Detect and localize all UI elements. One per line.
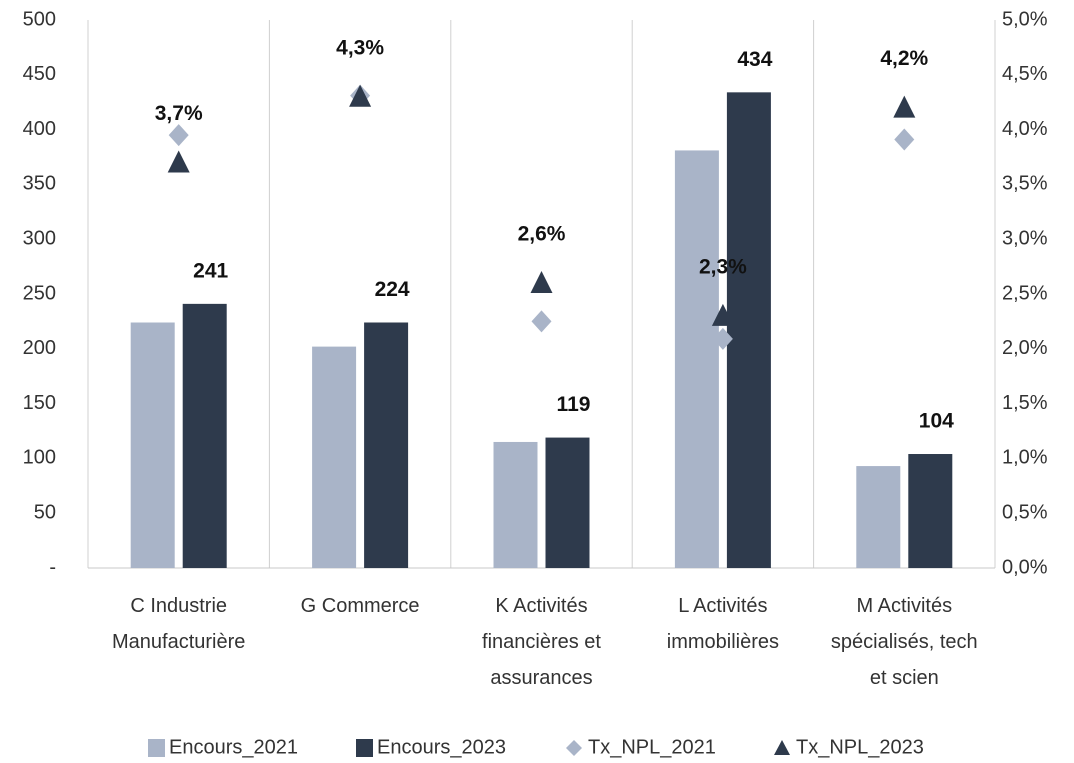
y-tick-label: 400 [23, 118, 56, 140]
x-tick-line: M Activités [857, 595, 953, 617]
bar [493, 441, 538, 568]
value-label: 4,3% [336, 36, 384, 59]
legend-label: Tx_NPL_2023 [796, 736, 924, 758]
y-tick-label: 350 [23, 173, 56, 195]
y-tick-label: 300 [23, 227, 56, 249]
x-tick-line: C Industrie [130, 595, 227, 617]
y-tick-label: 150 [23, 392, 56, 414]
x-tick-line: financières et [482, 631, 601, 653]
bar [726, 92, 771, 568]
value-label: 119 [557, 393, 591, 416]
bar [312, 346, 357, 568]
y-tick-label: 250 [23, 282, 56, 304]
y2-tick-label: 3,0% [1002, 227, 1048, 249]
triangle-marker [530, 271, 553, 294]
y-tick-label: - [49, 556, 56, 578]
bar [182, 303, 227, 568]
y2-tick-label: 2,5% [1002, 282, 1048, 304]
y2-tick-label: 3,5% [1002, 173, 1048, 195]
x-tick-label: L Activités immobilières [667, 595, 779, 653]
diamond-marker [168, 124, 189, 147]
x-tick-line: immobilières [667, 631, 779, 653]
x-tick-line: assurances [490, 667, 592, 689]
y-tick-label: 200 [23, 337, 56, 359]
x-tick-line: et scien [870, 667, 939, 689]
y2-tick-label: 4,0% [1002, 118, 1048, 140]
value-label: 2,3% [699, 255, 747, 278]
bar [674, 150, 719, 568]
x-tick-line: K Activités [495, 595, 587, 617]
x-tick-line: L Activités [678, 595, 767, 617]
y2-tick-label: 0,5% [1002, 501, 1048, 523]
legend-label: Encours_2023 [377, 736, 506, 758]
value-label: 4,2% [880, 47, 928, 70]
legend-swatch [774, 740, 790, 755]
y-tick-label: 100 [23, 447, 56, 469]
legend-swatch [148, 739, 165, 757]
triangle-marker [349, 84, 372, 107]
x-tick-label: G Commerce [301, 595, 420, 617]
y2-tick-label: 1,5% [1002, 392, 1048, 414]
x-tick-label: M Activités spécialisés, tech et scien [831, 595, 978, 689]
triangle-marker [711, 303, 734, 326]
y-tick-label: 500 [23, 8, 56, 30]
bar [364, 322, 409, 568]
legend-label: Encours_2021 [169, 736, 298, 758]
value-label: 2,6% [518, 223, 566, 246]
x-tick-line: G Commerce [301, 595, 420, 617]
legend-swatch [566, 740, 582, 756]
value-label: 241 [193, 259, 228, 282]
x-tick-label: C Industrie Manufacturière [112, 595, 245, 653]
y-tick-label: 50 [34, 501, 56, 523]
diamond-marker [531, 310, 552, 333]
triangle-marker [167, 150, 190, 173]
bar [130, 322, 175, 568]
y2-tick-label: 0,0% [1002, 556, 1048, 578]
y2-tick-label: 4,5% [1002, 63, 1048, 85]
bar [908, 454, 953, 568]
x-tick-label: K Activités financières et assurances [482, 595, 601, 689]
y-tick-label: 450 [23, 63, 56, 85]
diamond-marker [894, 128, 915, 151]
diamond-marker [712, 327, 733, 350]
triangle-marker [893, 95, 916, 118]
x-tick-line: Manufacturière [112, 631, 245, 653]
bar [545, 437, 590, 568]
legend-swatch [356, 739, 373, 757]
bar [856, 466, 901, 568]
y2-tick-label: 1,0% [1002, 447, 1048, 469]
legend-label: Tx_NPL_2021 [588, 736, 716, 758]
value-label: 3,7% [155, 102, 203, 125]
y2-tick-label: 2,0% [1002, 337, 1048, 359]
value-label: 104 [919, 410, 954, 433]
value-label: 224 [375, 278, 410, 301]
x-tick-line: spécialisés, tech [831, 631, 978, 653]
y2-tick-label: 5,0% [1002, 8, 1048, 30]
value-label: 434 [737, 48, 772, 71]
